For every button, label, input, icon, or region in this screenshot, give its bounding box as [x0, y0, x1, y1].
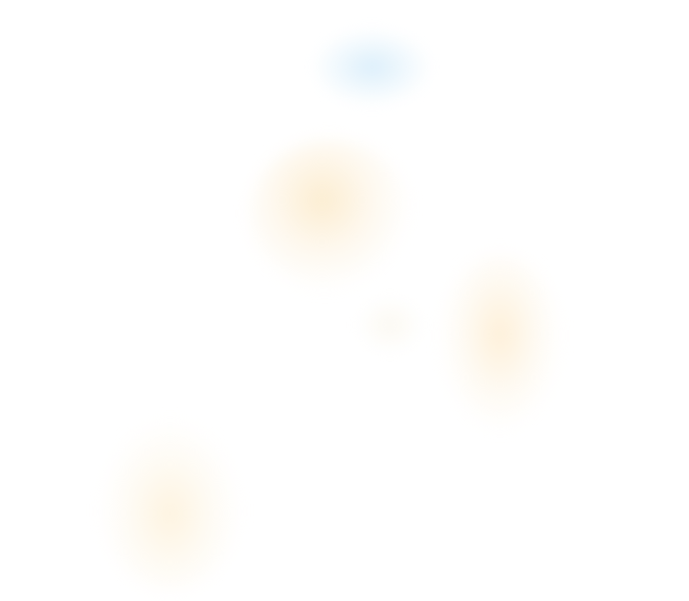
orange-glow-blob — [100, 420, 240, 590]
pale-glow-blob — [355, 295, 425, 355]
blue-glow-blob — [312, 28, 432, 106]
orange-glow-blob — [440, 255, 560, 430]
orange-glow-blob — [250, 140, 410, 290]
